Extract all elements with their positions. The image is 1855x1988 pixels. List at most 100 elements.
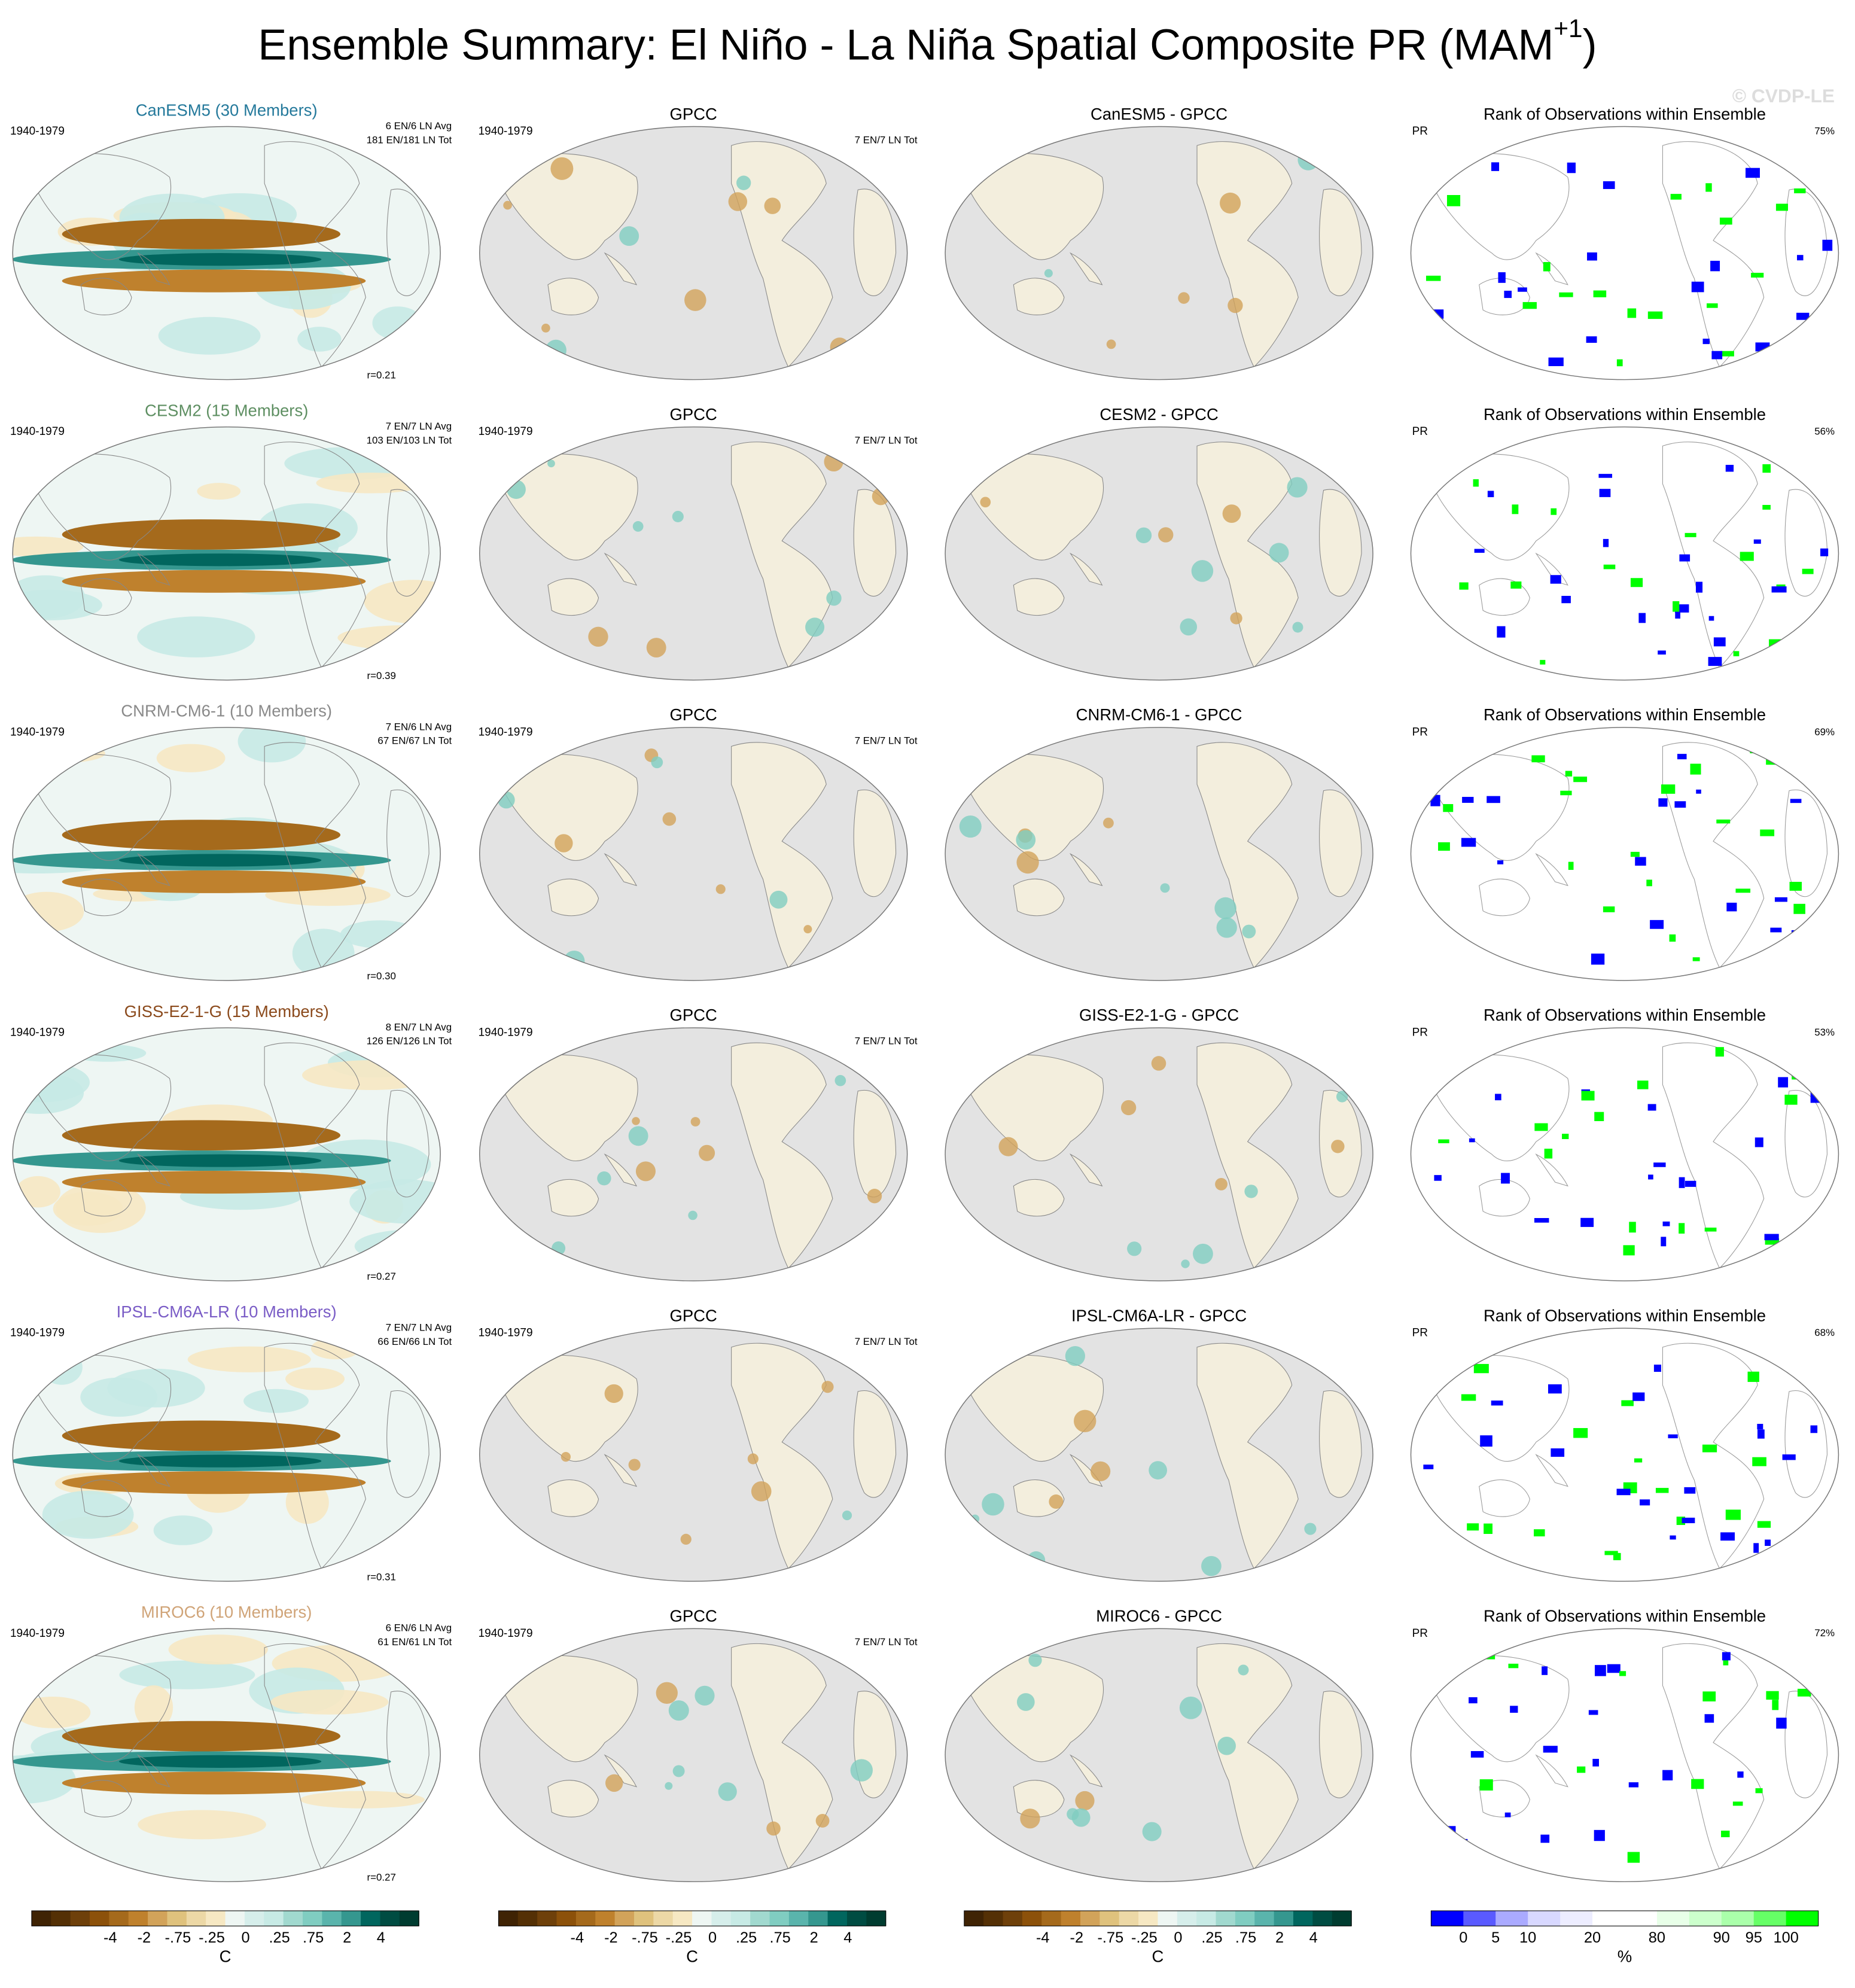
cell [1619, 1671, 1626, 1676]
colorbar-label: -4 [571, 1929, 584, 1946]
blob [1215, 1178, 1227, 1191]
blob [386, 648, 430, 666]
period: 1940-1979 [479, 1627, 533, 1640]
blob [138, 1810, 266, 1840]
cell [1498, 272, 1506, 283]
cell [1593, 290, 1607, 297]
colorbar-label: .25 [736, 1929, 757, 1946]
blob [1230, 612, 1242, 625]
map-border [12, 426, 441, 681]
colorbar-box [1138, 1910, 1159, 1926]
blob [855, 1535, 878, 1558]
cell [1796, 1052, 1811, 1060]
colorbar-box [399, 1910, 419, 1926]
colorbar-label: 10 [1519, 1929, 1536, 1946]
map [1411, 1027, 1839, 1281]
blob [15, 744, 105, 763]
cell [1673, 601, 1680, 612]
cell [1469, 1697, 1478, 1704]
cell [1796, 312, 1810, 320]
cell [1755, 1788, 1763, 1794]
blob [1191, 560, 1214, 582]
map-border [479, 126, 908, 380]
cell [1594, 1665, 1606, 1676]
cell [1752, 1457, 1766, 1466]
cell [1603, 906, 1615, 912]
cell [1522, 302, 1537, 309]
cell [1770, 927, 1782, 933]
colorbar-box [692, 1910, 712, 1926]
blob [1065, 1346, 1085, 1366]
percent: 68% [1814, 1327, 1835, 1338]
blob [168, 1634, 268, 1665]
blob [982, 1493, 1004, 1516]
info: 7 EN/7 LN Tot [855, 735, 918, 747]
blob [197, 483, 241, 500]
blob [1160, 883, 1170, 893]
blob [684, 289, 706, 311]
cell [1504, 290, 1512, 299]
cell [1560, 790, 1572, 796]
colorbar-box [1592, 1910, 1625, 1926]
cell [1540, 1834, 1550, 1843]
cell [1705, 183, 1712, 192]
blob [1106, 339, 1116, 349]
blob [372, 306, 423, 340]
period: 1940-1979 [479, 726, 533, 738]
blob [1217, 1736, 1236, 1755]
cell [1424, 1255, 1438, 1264]
blob [728, 192, 748, 211]
blob [302, 1060, 439, 1090]
panel-title: GPCC [669, 1607, 717, 1625]
cell [1510, 1706, 1518, 1713]
cell [1479, 1779, 1493, 1791]
colorbar-label: -2 [604, 1929, 618, 1946]
cell [1753, 1543, 1759, 1553]
blob [959, 815, 982, 838]
blob [850, 1759, 873, 1782]
colorbar-box [1158, 1910, 1178, 1926]
cell [1675, 608, 1680, 619]
blob [826, 590, 842, 606]
cell [1438, 842, 1450, 851]
cell [1737, 1771, 1744, 1778]
cell [1461, 838, 1476, 847]
cell [1725, 1509, 1741, 1520]
cell [1437, 175, 1443, 179]
r-value: r=0.39 [367, 670, 395, 681]
cell [1765, 1238, 1780, 1245]
cell [1424, 147, 1433, 151]
percent: 69% [1814, 726, 1835, 738]
cell [1607, 1664, 1621, 1673]
period: 1940-1979 [479, 1026, 533, 1039]
blob [803, 925, 812, 934]
blob [1181, 1259, 1190, 1268]
cell [1446, 195, 1461, 206]
cell [1474, 549, 1485, 553]
cell [1548, 357, 1564, 366]
blob [651, 756, 663, 769]
percent: 53% [1814, 1027, 1835, 1038]
cell [1662, 1221, 1670, 1226]
colorbar-box [1656, 1910, 1690, 1926]
blob [1320, 759, 1332, 771]
cell [1789, 882, 1802, 891]
blob [718, 1782, 737, 1801]
colorbar-box [90, 1910, 110, 1926]
cell [1804, 1856, 1810, 1867]
info: 6 EN/6 LN Avg [386, 120, 452, 132]
blob [158, 316, 261, 355]
cell [1797, 255, 1804, 261]
colorbar-box [1177, 1910, 1197, 1926]
cell [1702, 1444, 1717, 1453]
blob [561, 1452, 571, 1462]
cell [1720, 1532, 1735, 1541]
cell [1716, 819, 1731, 824]
cell [1677, 754, 1687, 760]
blob [769, 890, 788, 909]
blob [1074, 1409, 1096, 1433]
band [118, 854, 322, 867]
blob [56, 1182, 146, 1233]
cell [1632, 1392, 1645, 1401]
